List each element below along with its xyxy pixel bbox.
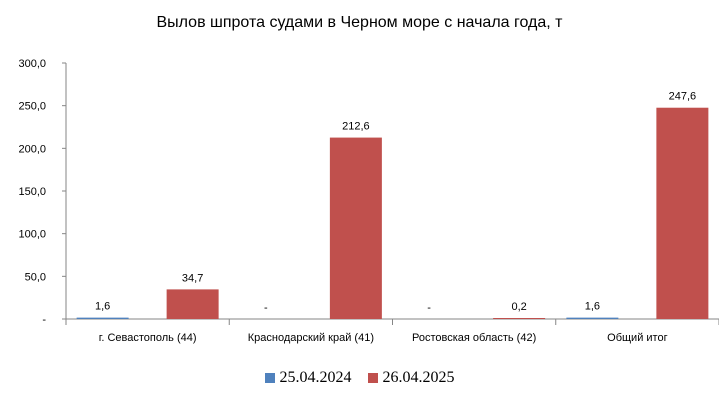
legend-item: 26.04.2025 <box>367 369 455 387</box>
legend-item: 25.04.2024 <box>264 369 352 387</box>
bar <box>166 289 219 319</box>
chart-title: Вылов шпрота судами в Черном море с нача… <box>156 14 563 31</box>
y-tick-label: - <box>42 314 46 326</box>
bar <box>656 107 709 320</box>
y-tick-label: 200,0 <box>18 143 46 155</box>
data-label: 247,6 <box>669 91 697 103</box>
y-tick-label: 150,0 <box>18 186 46 198</box>
bar <box>76 317 129 319</box>
legend-swatch <box>367 373 378 383</box>
data-label: - <box>427 302 431 314</box>
legend-swatch <box>264 373 275 383</box>
y-tick-label: 250,0 <box>18 101 46 113</box>
x-tick-label: Краснодарский край (41) <box>248 332 374 344</box>
data-label: 0,2 <box>511 301 526 313</box>
legend-label: 26.04.2025 <box>382 369 455 386</box>
data-label: 212,6 <box>342 121 370 133</box>
data-label: - <box>264 302 268 314</box>
bar <box>329 137 382 319</box>
bar <box>566 317 619 319</box>
data-label: 34,7 <box>182 272 203 284</box>
bar <box>493 318 546 319</box>
x-tick-label: г. Севастополь (44) <box>99 332 197 344</box>
y-tick-label: 100,0 <box>18 229 46 241</box>
chart-legend: 25.04.2024 26.04.2025 <box>0 369 719 387</box>
y-tick-label: 50,0 <box>25 271 46 283</box>
x-tick-label: Ростовская область (42) <box>412 332 536 344</box>
x-tick-label: Общий итог <box>607 332 667 344</box>
data-label: 1,6 <box>95 301 110 313</box>
legend-label: 25.04.2024 <box>279 369 352 386</box>
y-tick-label: 300,0 <box>18 58 46 70</box>
data-label: 1,6 <box>585 301 600 313</box>
